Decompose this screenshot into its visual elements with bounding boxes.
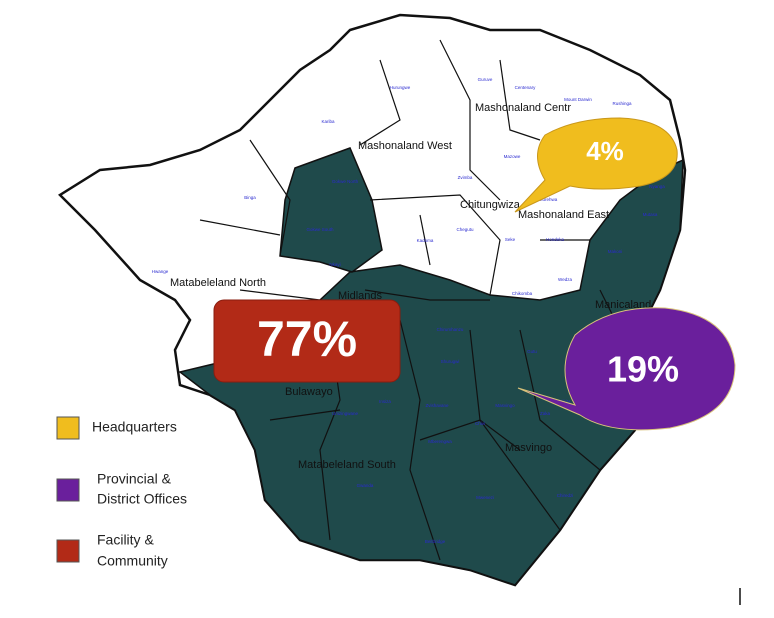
district-label: Beitbridge xyxy=(425,539,446,544)
province-label: Mashonaland Centr xyxy=(475,102,571,114)
district-label: Gutu xyxy=(527,349,537,354)
callout-headquarters xyxy=(514,117,678,213)
district-label: Chiredzi xyxy=(557,493,574,498)
province-label: Masvingo xyxy=(505,442,552,454)
district-label: Centenary xyxy=(515,85,537,90)
district-label: Masvingo xyxy=(495,403,515,408)
district-label: Zvimba xyxy=(458,175,473,180)
legend-swatch xyxy=(56,416,80,440)
district-label: Murehwa xyxy=(539,197,558,202)
district-label: Insiza xyxy=(379,399,391,404)
district-label: Rushinga xyxy=(612,101,632,106)
legend-swatch xyxy=(56,478,80,502)
district-label: Guruve xyxy=(478,77,493,82)
district-label: Mount Darwin xyxy=(564,97,592,102)
legend-label: Facility & xyxy=(97,532,154,548)
district-label: Chegutu xyxy=(456,227,474,232)
province-label: Bulawayo xyxy=(285,386,333,398)
district-labels: Hurungwe Kariba Binga Hwange Guruve Cent… xyxy=(152,77,666,544)
region-teal-north xyxy=(279,147,383,273)
district-label: Gwanda xyxy=(357,483,374,488)
district-label: Mazowe xyxy=(504,154,521,159)
callout-label: 4% xyxy=(586,136,624,166)
province-label: Matabeleland North xyxy=(170,277,266,289)
district-label: Seke xyxy=(505,237,516,242)
district-label: Chikomba xyxy=(512,291,533,296)
district-label: Mutasa xyxy=(643,212,658,217)
district-label: Shurugwi xyxy=(441,359,460,364)
legend-label: District Offices xyxy=(97,491,187,507)
callout-label: 19% xyxy=(607,349,679,390)
district-label: Wedza xyxy=(558,277,572,282)
legend-label: Community xyxy=(97,553,168,569)
district-label: Zvishavane xyxy=(425,403,449,408)
province-label: Midlands xyxy=(338,290,383,302)
district-label: Zaka xyxy=(540,411,551,416)
district-label: Mwenezi xyxy=(476,495,494,500)
province-label: Chitungwiza xyxy=(460,199,521,211)
legend-swatch xyxy=(56,539,80,563)
province-label: Mashonaland West xyxy=(358,140,452,152)
district-label: Hwange xyxy=(152,269,169,274)
district-label: Umzingwane xyxy=(332,411,359,416)
province-label: Manicaland xyxy=(595,299,651,311)
legend: Headquarters Provincial & District Offic… xyxy=(56,416,187,569)
region-teal-south xyxy=(178,158,684,586)
district-label: Mberengwa xyxy=(428,439,452,444)
callout-facility xyxy=(213,299,401,383)
district-label: Hondeka xyxy=(546,237,565,242)
district-label: Nkayi xyxy=(329,262,340,267)
district-label: Nyanga xyxy=(649,184,665,189)
district-label: Makoni xyxy=(608,249,623,254)
legend-label: Provincial & xyxy=(97,471,172,487)
district-label: Gokwe North xyxy=(332,179,359,184)
district-label: Hurungwe xyxy=(390,85,411,90)
district-label: Binga xyxy=(244,195,256,200)
province-label: Matabeleland South xyxy=(298,459,396,471)
district-label: Chirumhanzu xyxy=(437,327,464,332)
district-label: Kariba xyxy=(321,119,335,124)
callout-label: 77% xyxy=(257,311,357,367)
legend-label: Headquarters xyxy=(92,419,177,435)
district-label: Chivi xyxy=(475,421,485,426)
province-label: Mashonaland East xyxy=(518,209,609,221)
callout-provincial xyxy=(517,307,736,431)
district-label: Gokwe South xyxy=(306,227,334,232)
district-label: Kadoma xyxy=(417,238,434,243)
